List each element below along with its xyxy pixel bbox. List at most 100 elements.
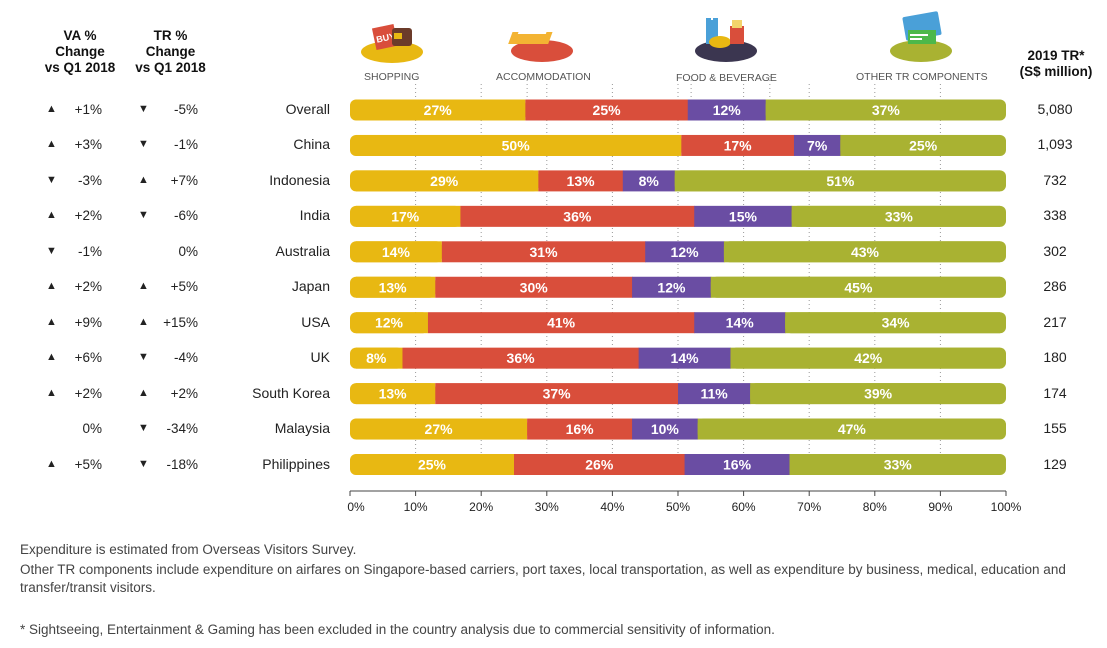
shopping-bag-icon: BUY (361, 23, 423, 63)
bar-segment (697, 418, 1000, 440)
va-change-value: -3% (77, 172, 102, 188)
va-change-cell: ▲ +1% (46, 100, 102, 120)
va-change-value: 0% (82, 421, 102, 437)
bar-segment (525, 99, 689, 121)
bar-data-label: 13% (379, 386, 408, 402)
bar-data-label: 8% (366, 350, 387, 366)
bar-data-label: 8% (639, 173, 660, 189)
total-tr-value: 732 (1043, 171, 1067, 188)
bar-segment (622, 170, 676, 192)
bar-segment (750, 383, 1000, 405)
va-change-cell: ▼ -1% (46, 242, 102, 262)
arrow-up-icon: ▲ (138, 280, 149, 293)
va-change-cell: ▲ +2% (46, 277, 102, 297)
tr-change-cell: ▼ -1% (138, 135, 198, 155)
bar-data-label: 42% (854, 350, 883, 366)
arrow-down-icon: ▼ (46, 244, 57, 257)
tr-change-header: TR % Change vs Q1 2018 (128, 28, 213, 76)
bar-segment (435, 276, 633, 298)
tr-change-value: -1% (173, 137, 198, 153)
tr-change-cell: ▲ +5% (138, 277, 198, 297)
arrow-up-icon: ▲ (46, 103, 57, 115)
bar-segment (638, 347, 731, 369)
bar-data-label: 16% (566, 421, 595, 437)
x-tick-label: 10% (404, 500, 428, 514)
total-tr-value: 217 (1043, 313, 1067, 330)
bar-data-label: 29% (430, 173, 459, 189)
bar-data-label: 14% (671, 350, 700, 366)
bar-segment (694, 312, 786, 334)
country-label: South Korea (252, 384, 330, 401)
bar-data-label: 36% (563, 208, 592, 224)
va-change-cell: ▲ +9% (46, 313, 102, 333)
credit-card-icon (890, 11, 952, 62)
arrow-down-icon: ▼ (138, 457, 149, 470)
x-tick-label: 20% (469, 500, 493, 514)
footnote-survey: Expenditure is estimated from Overseas V… (20, 542, 357, 557)
va-change-cell: ▲ +5% (46, 455, 102, 475)
bar-segment (785, 312, 1000, 334)
x-tick-label: 40% (600, 500, 624, 514)
arrow-down-icon: ▼ (138, 209, 149, 222)
tr-change-cell: 0% (138, 242, 198, 262)
footnote-sightseeing: * Sightseeing, Entertainment & Gaming ha… (20, 622, 775, 637)
bar-data-label: 11% (700, 386, 728, 402)
bar-segment (435, 383, 679, 405)
bar-data-label: 13% (379, 279, 408, 295)
va-change-header: VA % Change vs Q1 2018 (40, 28, 120, 76)
tr-change-value: -34% (166, 421, 198, 437)
va-change-cell: ▲ +2% (46, 206, 102, 226)
bar-data-label: 17% (724, 137, 753, 153)
x-tick-label: 60% (732, 500, 756, 514)
va-change-value: +2% (74, 208, 102, 224)
bar-data-label: 12% (657, 279, 686, 295)
svg-text:BUY: BUY (375, 31, 396, 45)
country-label: India (299, 207, 330, 224)
bar-segment (730, 347, 1000, 369)
tr-change-cell: ▲ +15% (138, 313, 198, 333)
country-label: Malaysia (274, 420, 330, 437)
va-header-line: vs Q1 2018 (44, 60, 116, 75)
va-change-cell: ▲ +6% (46, 348, 102, 368)
va-change-cell: ▲ +3% (46, 135, 102, 155)
bar-segment (356, 276, 436, 298)
total-tr-value: 286 (1043, 278, 1067, 295)
bar-data-label: 25% (593, 102, 622, 118)
bar-data-label: 14% (382, 244, 411, 260)
bar-segment (460, 205, 695, 227)
bar-segment (427, 312, 695, 334)
tr-change-cell: ▼ -5% (138, 100, 198, 120)
tr-change-cell: ▲ +2% (138, 384, 198, 404)
total-header-line: 2019 TR* (1027, 48, 1085, 63)
va-change-value: +1% (74, 102, 102, 117)
tr-change-value: -5% (173, 102, 198, 117)
x-tick-label: 100% (991, 500, 1022, 514)
x-tick-label: 90% (928, 500, 952, 514)
bar-data-label: 45% (844, 279, 873, 295)
arrow-up-icon: ▲ (46, 280, 57, 293)
total-tr-value: 180 (1043, 349, 1067, 366)
bar-data-label: 13% (567, 173, 596, 189)
tr-change-cell: ▼ -34% (138, 419, 198, 439)
country-label: UK (310, 349, 330, 366)
category-label-shopping: SHOPPING (364, 71, 420, 83)
bar-segment (674, 170, 1000, 192)
bar-segment (791, 205, 1000, 227)
arrow-down-icon: ▼ (138, 422, 149, 435)
va-change-value: +5% (74, 456, 102, 472)
va-change-value: -1% (77, 243, 102, 259)
country-label: Australia (275, 242, 330, 259)
bar-segment (514, 454, 686, 475)
bar-segment (356, 241, 442, 263)
bar-segment (402, 347, 640, 369)
bar-segment (632, 276, 712, 298)
country-label: Indonesia (269, 171, 330, 188)
tr-change-cell: ▼ -4% (138, 348, 198, 368)
va-header-line: Change (55, 44, 105, 59)
x-tick-label: 50% (666, 500, 690, 514)
stacked-bar-chart: 27% 25% 12% 37% 50% 17% 7% 25% 29% 13% 8% 51% 17% 36%… (347, 76, 1022, 514)
tr-header-line: TR % (153, 28, 188, 43)
bar-data-label: 34% (882, 315, 911, 331)
tr-change-value: +7% (170, 172, 198, 188)
bar-segment (441, 241, 646, 263)
